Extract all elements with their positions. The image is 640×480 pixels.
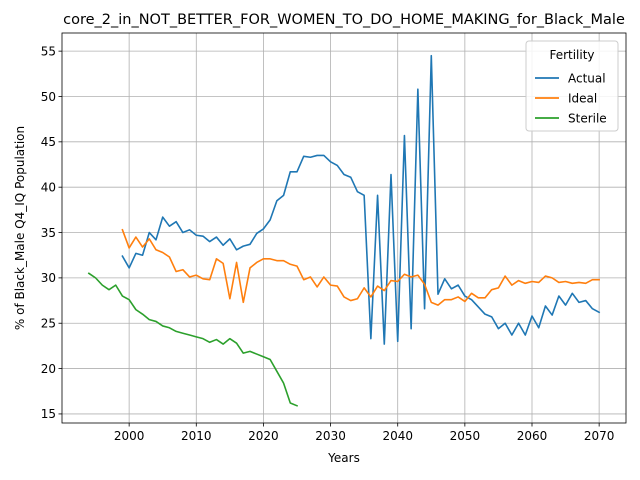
legend-box — [525, 40, 619, 132]
y-tick-label: 35 — [41, 226, 56, 240]
y-tick-label: 55 — [41, 44, 56, 58]
y-axis-label: % of Black_Male Q4_IQ Population — [13, 126, 27, 330]
y-tick-label: 20 — [41, 362, 56, 376]
series-line-sterile — [87, 272, 299, 407]
legend-title: Fertility — [549, 48, 594, 62]
x-tick-label: 2070 — [584, 429, 615, 443]
legend-label-actual: Actual — [568, 71, 606, 85]
legend: Fertility Actual Ideal Sterile — [525, 40, 619, 132]
y-axis-ticks: 15 20 25 30 35 40 45 50 55 — [41, 44, 62, 421]
x-tick-label: 2020 — [248, 429, 279, 443]
legend-label-ideal: Ideal — [568, 91, 597, 105]
chart-title: core_2_in_NOT_BETTER_FOR_WOMEN_TO_DO_HOM… — [63, 12, 625, 28]
plot-frame — [61, 32, 627, 424]
x-axis-label: Years — [327, 451, 360, 465]
y-tick-label: 15 — [41, 407, 56, 421]
y-tick-label: 30 — [41, 271, 56, 285]
legend-label-sterile: Sterile — [568, 111, 607, 125]
x-tick-label: 2000 — [114, 429, 145, 443]
x-tick-label: 2050 — [450, 429, 481, 443]
series-line-ideal — [121, 228, 600, 306]
x-tick-label: 2060 — [517, 429, 548, 443]
x-tick-label: 2010 — [181, 429, 212, 443]
series-line-actual — [121, 54, 601, 345]
y-tick-label: 50 — [41, 90, 56, 104]
series-layer — [87, 54, 601, 407]
x-axis-ticks: 2000 2010 2020 2030 2040 2050 2060 2070 — [114, 423, 615, 443]
y-tick-label: 25 — [41, 317, 56, 331]
x-tick-label: 2040 — [382, 429, 413, 443]
x-tick-label: 2030 — [315, 429, 346, 443]
y-tick-label: 45 — [41, 135, 56, 149]
y-tick-label: 40 — [41, 180, 56, 194]
legend-items: Actual Ideal Sterile — [535, 71, 607, 125]
